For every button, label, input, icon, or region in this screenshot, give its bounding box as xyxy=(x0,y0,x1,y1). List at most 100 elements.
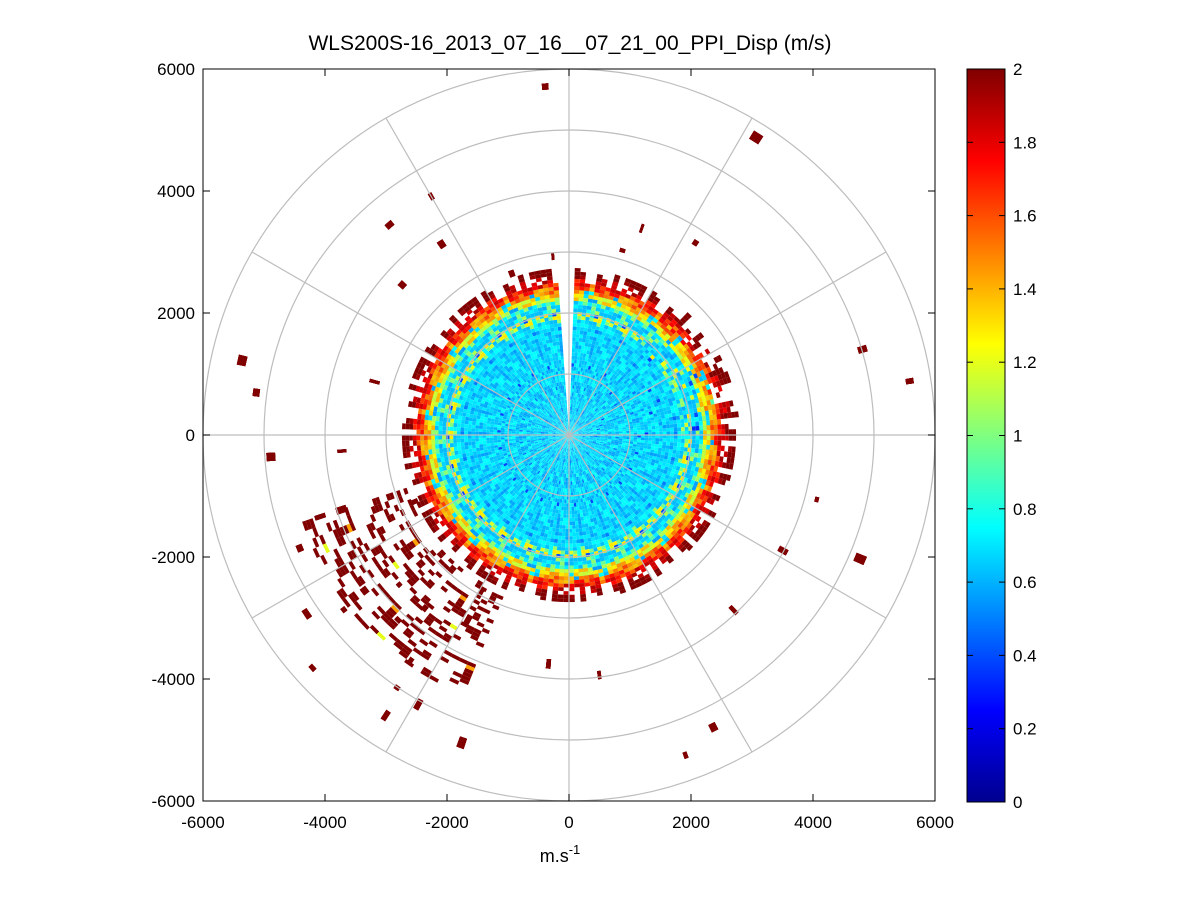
data-cell xyxy=(478,435,483,439)
data-cell xyxy=(585,380,589,385)
data-cell xyxy=(489,521,495,527)
data-cell xyxy=(498,483,504,489)
data-cell xyxy=(645,402,651,407)
data-cell xyxy=(491,513,497,519)
data-cell xyxy=(659,338,666,345)
data-cell xyxy=(617,378,622,384)
data-cell xyxy=(545,362,550,367)
data-cell xyxy=(573,428,577,432)
data-cell xyxy=(495,414,500,418)
data-cell xyxy=(438,439,443,445)
data-cell xyxy=(681,373,687,380)
data-cell xyxy=(525,484,530,489)
data-cell xyxy=(545,426,550,429)
data-cell xyxy=(519,443,524,446)
data-cell xyxy=(647,357,653,363)
data-cell xyxy=(599,323,605,329)
data-cell xyxy=(575,411,578,416)
data-cell xyxy=(552,316,557,321)
data-cell xyxy=(523,534,529,540)
data-cell xyxy=(563,435,567,437)
data-cell xyxy=(465,467,471,473)
data-cell xyxy=(504,311,511,317)
data-cell xyxy=(548,414,553,419)
data-cell xyxy=(531,501,536,507)
data-cell xyxy=(615,317,621,323)
data-cell xyxy=(648,314,655,321)
data-cell xyxy=(545,484,549,489)
data-cell xyxy=(584,361,588,366)
data-cell xyxy=(536,465,541,470)
data-cell xyxy=(554,447,558,451)
data-cell xyxy=(501,444,506,447)
data-cell xyxy=(545,407,549,412)
data-cell xyxy=(556,460,559,465)
data-cell xyxy=(562,447,565,451)
data-cell xyxy=(556,448,560,453)
data-cell xyxy=(540,344,545,350)
data-cell xyxy=(616,334,622,340)
data-cell xyxy=(671,364,677,370)
data-cell xyxy=(530,328,536,333)
data-cell xyxy=(496,540,502,546)
data-cell xyxy=(552,422,556,425)
data-cell xyxy=(614,428,619,431)
data-cell xyxy=(458,469,464,475)
data-cell xyxy=(535,464,540,469)
data-cell xyxy=(621,410,626,414)
data-cell xyxy=(480,453,485,457)
data-cell xyxy=(607,375,612,380)
data-cell xyxy=(567,418,569,422)
data-cell xyxy=(593,433,597,435)
data-cell xyxy=(428,415,433,421)
data-cell xyxy=(667,409,672,414)
data-cell xyxy=(487,473,493,478)
data-cell xyxy=(557,371,561,375)
data-cell xyxy=(573,422,575,427)
data-cell xyxy=(577,308,583,313)
data-cell xyxy=(501,458,506,462)
data-cell xyxy=(558,397,561,401)
data-cell xyxy=(676,335,683,342)
data-cell xyxy=(532,506,537,511)
data-cell xyxy=(563,396,566,400)
data-cell xyxy=(624,342,630,348)
data-cell xyxy=(560,424,563,428)
data-cell xyxy=(512,327,519,333)
data-cell xyxy=(592,387,596,392)
data-cell xyxy=(621,394,626,399)
data-cell xyxy=(512,382,518,387)
data-cell xyxy=(554,367,558,372)
data-cell xyxy=(631,405,636,410)
data-cell xyxy=(553,360,557,365)
data-cell xyxy=(493,500,499,506)
data-cell xyxy=(571,370,574,375)
data-cell xyxy=(525,402,530,406)
data-cell xyxy=(468,445,473,450)
data-cell xyxy=(674,362,680,368)
data-cell xyxy=(541,454,545,458)
data-cell xyxy=(576,412,579,416)
data-cell xyxy=(662,341,669,348)
data-cell xyxy=(658,421,663,426)
data-cell xyxy=(526,379,531,384)
data-cell xyxy=(466,345,472,352)
data-cell xyxy=(632,423,637,426)
data-cell xyxy=(626,339,632,345)
data-cell xyxy=(534,408,539,413)
data-cell xyxy=(587,365,592,370)
data-cell xyxy=(556,439,561,441)
data-cell xyxy=(529,468,533,473)
data-cell xyxy=(563,439,566,443)
data-cell xyxy=(451,490,457,497)
data-cell xyxy=(661,418,666,422)
data-cell xyxy=(508,439,512,442)
data-cell xyxy=(466,518,472,525)
data-cell xyxy=(536,361,541,366)
data-cell xyxy=(462,456,468,462)
data-cell xyxy=(515,369,521,375)
data-cell xyxy=(565,399,567,404)
data-cell xyxy=(581,428,585,430)
data-cell xyxy=(574,419,577,423)
data-cell xyxy=(564,422,566,426)
